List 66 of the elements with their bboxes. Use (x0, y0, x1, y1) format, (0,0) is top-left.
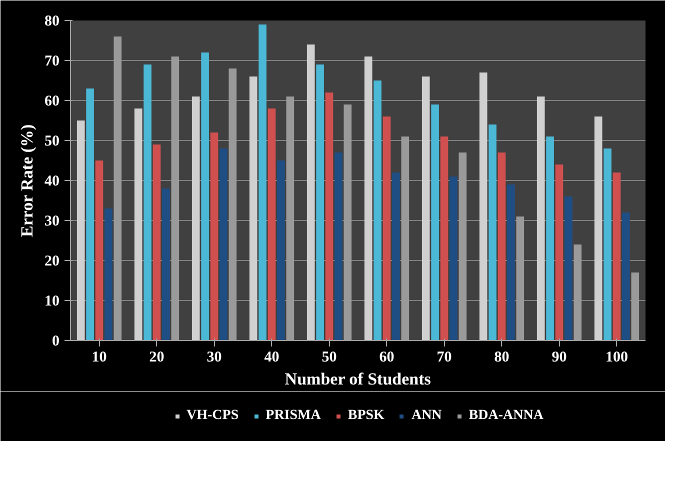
bar (249, 76, 258, 340)
bar (162, 188, 170, 340)
y-tick-label: 20 (44, 254, 60, 270)
bar (86, 88, 94, 340)
bar (564, 196, 572, 340)
bar (450, 176, 458, 340)
bar (201, 52, 209, 340)
legend-label: BDA-ANNA (468, 408, 544, 424)
bar (76, 120, 85, 340)
bar (374, 80, 382, 340)
bar (334, 152, 342, 340)
bar (104, 208, 112, 340)
bar (440, 136, 448, 340)
y-tick-label: 70 (44, 54, 60, 70)
y-tick-label: 40 (44, 174, 60, 190)
bar (258, 24, 266, 340)
bar (382, 116, 391, 340)
bar (479, 72, 488, 340)
x-tick-label: 10 (92, 350, 107, 366)
legend-label: BPSK (348, 408, 384, 424)
bar (134, 108, 142, 340)
bar (507, 184, 515, 340)
x-tick-label: 40 (264, 350, 280, 366)
bar (268, 108, 276, 340)
x-axis-title: Number of Students (284, 370, 432, 388)
legend-label: PRISMA (266, 408, 321, 424)
bar (144, 64, 152, 340)
bar (546, 136, 554, 340)
legend-label: VH-CPS (186, 408, 239, 424)
bar (220, 148, 228, 340)
bar (364, 56, 372, 340)
y-tick-label: 10 (44, 294, 60, 310)
x-tick-label: 60 (379, 350, 394, 366)
bar (95, 160, 104, 340)
bar (555, 164, 564, 340)
bar (392, 172, 400, 340)
bar (277, 160, 285, 340)
x-tick-label: 90 (552, 350, 567, 366)
bar (488, 124, 496, 340)
bar (536, 96, 545, 340)
bar (325, 92, 334, 340)
legend-label: ANN (411, 408, 442, 424)
y-tick-label: 0 (52, 334, 60, 350)
x-tick-label: 100 (606, 350, 628, 366)
bar (210, 132, 218, 340)
y-axis-title: Error Rate (%) (18, 124, 36, 237)
x-tick-label: 80 (494, 350, 510, 366)
y-tick-label: 50 (44, 134, 60, 150)
bar (622, 212, 630, 340)
bar (594, 116, 602, 340)
x-tick-label: 20 (149, 350, 164, 366)
bar (612, 172, 621, 340)
bar (422, 76, 430, 340)
bar (498, 152, 506, 340)
x-tick-label: 30 (206, 350, 222, 366)
bar (431, 104, 439, 340)
x-tick-label: 50 (322, 350, 337, 366)
y-tick-label: 80 (44, 14, 60, 30)
bar (604, 148, 612, 340)
bar (316, 64, 324, 340)
y-tick-label: 30 (44, 214, 60, 230)
bar (192, 96, 200, 340)
bar (306, 44, 315, 340)
bar (152, 144, 161, 340)
x-tick-label: 70 (436, 350, 452, 366)
y-tick-label: 60 (44, 94, 60, 110)
